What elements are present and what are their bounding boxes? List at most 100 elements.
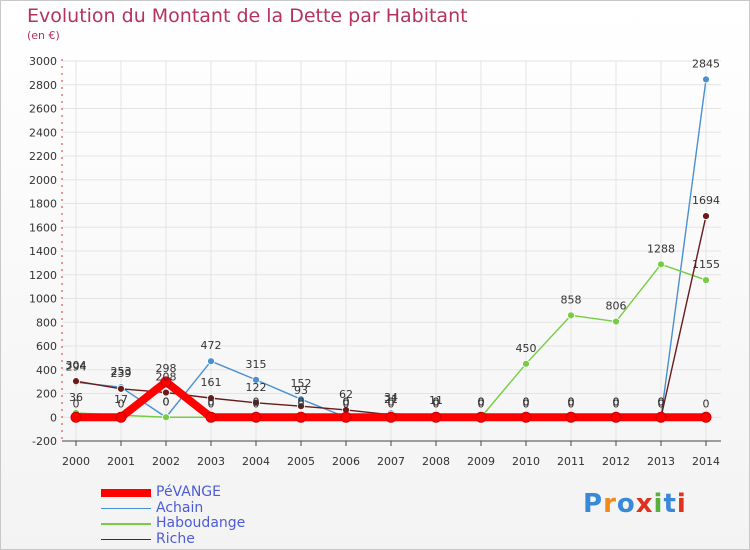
logo-letter: o (616, 489, 636, 519)
data-label: 0 (568, 395, 575, 408)
data-label: 0 (433, 395, 440, 408)
y-tick-label: 600 (36, 340, 57, 353)
data-label: 208 (156, 371, 177, 384)
y-tick-label: 0 (50, 411, 57, 424)
data-label: 62 (339, 388, 353, 401)
data-label: 0 (163, 395, 170, 408)
x-tick-label: 2006 (332, 455, 360, 468)
legend-swatch (101, 523, 151, 525)
data-label: 0 (568, 395, 575, 408)
data-label: 1694 (692, 194, 720, 207)
data-point (72, 377, 80, 386)
y-tick-label: 2200 (29, 150, 57, 163)
data-label: 450 (516, 342, 537, 355)
data-label: 0 (478, 395, 485, 408)
data-label: 806 (606, 300, 627, 313)
data-point (207, 394, 215, 403)
data-point (657, 260, 665, 269)
data-label: 294 (66, 360, 87, 373)
chart-subtitle: (en €) (27, 29, 60, 42)
data-label: 0 (523, 395, 530, 408)
y-tick-label: 1000 (29, 293, 57, 306)
data-label: 21 (384, 393, 398, 406)
data-label: 0 (388, 397, 395, 410)
data-point (162, 413, 170, 422)
data-point (702, 75, 710, 84)
data-label: 315 (246, 358, 267, 371)
data-label: 0 (433, 395, 440, 408)
x-tick-label: 2007 (377, 455, 405, 468)
data-label: 1288 (647, 242, 675, 255)
legend-swatch (101, 538, 151, 541)
data-label: 0 (478, 397, 485, 410)
logo-letter: x (635, 489, 654, 519)
data-label: 0 (343, 395, 350, 408)
legend-label: Riche (156, 530, 195, 547)
data-label: 17 (114, 393, 128, 406)
data-label: 0 (298, 397, 305, 410)
data-point (430, 411, 442, 423)
data-label: 0 (658, 397, 665, 410)
data-label: 304 (66, 359, 87, 372)
y-tick-label: 2800 (29, 79, 57, 92)
data-point (252, 375, 260, 384)
y-tick-label: 400 (36, 364, 57, 377)
y-tick-label: 2600 (29, 103, 57, 116)
y-tick-label: 1600 (29, 221, 57, 234)
x-tick-label: 2010 (512, 455, 540, 468)
data-label: 122 (246, 381, 267, 394)
x-tick-label: 2002 (152, 455, 180, 468)
data-label: 152 (291, 377, 312, 390)
data-point (117, 384, 125, 393)
y-tick-label: 800 (36, 316, 57, 329)
data-point (297, 402, 305, 411)
data-point (250, 411, 262, 423)
data-label: 1155 (692, 258, 720, 271)
y-tick-label: 200 (36, 388, 57, 401)
x-tick-label: 2001 (107, 455, 135, 468)
data-point (655, 411, 667, 423)
data-label: 34 (384, 391, 398, 404)
data-label: 0 (568, 397, 575, 410)
x-tick-label: 2014 (692, 455, 720, 468)
data-point (702, 212, 710, 220)
x-tick-label: 2011 (557, 455, 585, 468)
data-label: 0 (658, 395, 665, 408)
x-tick-label: 2000 (62, 455, 90, 468)
x-tick-label: 2013 (647, 455, 675, 468)
data-label: 858 (561, 293, 582, 306)
legend-label: PéVANGE (156, 484, 221, 500)
x-tick-label: 2009 (467, 455, 495, 468)
data-label: 93 (294, 384, 308, 397)
data-point (340, 411, 352, 423)
logo-letter: i (653, 489, 664, 519)
line-chart: -200020040060080010001200140016001800200… (29, 55, 721, 468)
data-label: 0 (613, 397, 620, 410)
data-point (522, 359, 530, 368)
data-label: 253 (111, 365, 132, 378)
data-point (115, 411, 127, 423)
logo-letter: r (603, 489, 617, 519)
data-label: 0 (478, 395, 485, 408)
data-label: 0 (208, 395, 215, 408)
chart-title: Evolution du Montant de la Dette par Hab… (27, 5, 468, 27)
data-point (700, 411, 712, 423)
data-label: 239 (111, 367, 132, 380)
logo-letter: i (676, 489, 687, 519)
data-label: 298 (156, 362, 177, 375)
data-point (295, 411, 307, 423)
data-point (252, 398, 260, 407)
data-label: 0 (73, 397, 80, 410)
y-tick-label: -200 (32, 435, 57, 448)
data-point (702, 276, 710, 284)
data-point (610, 411, 622, 423)
data-label: 0 (523, 397, 530, 410)
data-point (160, 376, 172, 388)
data-point (567, 311, 575, 320)
data-point (520, 411, 532, 423)
data-label: 36 (69, 391, 83, 404)
legend-swatch (101, 489, 151, 497)
data-label: 0 (523, 395, 530, 408)
legend-swatch (101, 507, 151, 510)
